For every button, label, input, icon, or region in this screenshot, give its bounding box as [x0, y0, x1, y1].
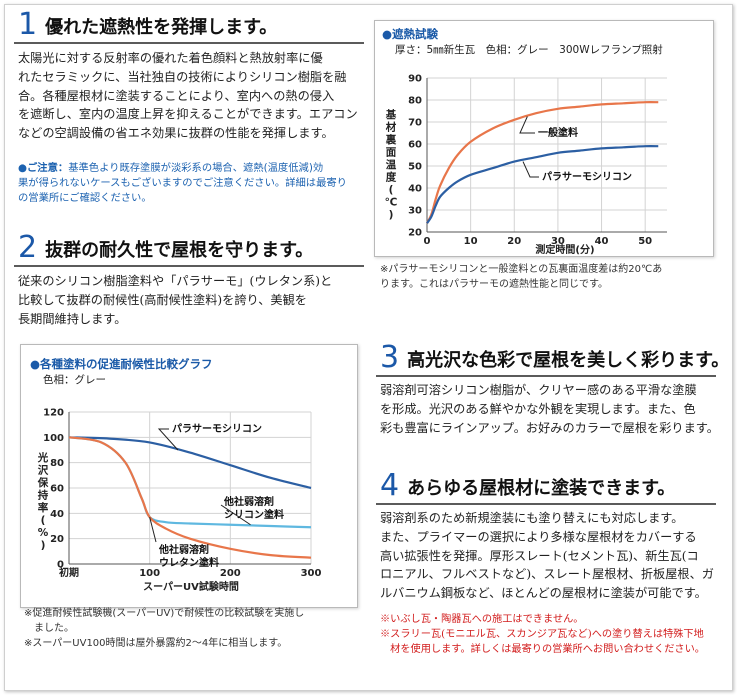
section-divider — [14, 42, 364, 44]
heat-chart-title: ●遮熱試験 — [382, 27, 439, 41]
caution-text: 基準色より既存塗膜が淡彩系の場合、遮熱(温度低減)効 果が得られないケースもござ… — [18, 162, 347, 204]
section-2-body: 従来のシリコン樹脂塗料や「パラサーモ」(ウレタン系)と 比較して抜群の耐候性(高… — [18, 274, 333, 326]
section-number: 4 — [380, 468, 400, 503]
x-tick-label: 200 — [220, 568, 241, 579]
x-tick-label: 30 — [551, 236, 565, 247]
series-label: 他社弱溶剤ウレタン塗料 — [158, 543, 219, 569]
section-divider — [376, 375, 716, 377]
weather-chart-title: ●各種塗料の促進耐候性比較グラフ — [30, 357, 213, 371]
series-label: 一般塗料 — [538, 126, 578, 139]
x-tick-label: 100 — [139, 568, 160, 579]
y-tick-label: 70 — [408, 118, 422, 129]
y-axis-label: 基材裏面温度(℃) — [385, 108, 398, 221]
section-2-heading: 2 抜群の耐久性で屋根を守ります。 — [18, 233, 313, 263]
y-tick-label: 90 — [408, 74, 422, 85]
weathering-chart: 0 20 40 60 80 100 120 初期 100 200 300 スーパーUV試験時間 光沢保持… — [37, 408, 322, 594]
series-label: パラサーモシリコン — [172, 423, 262, 435]
section-divider — [14, 265, 364, 267]
caution-label: ●ご注意： — [18, 162, 69, 174]
series-label: 他社弱溶剤シリコン塗料 — [223, 495, 284, 521]
weathering-chart-box: ●各種塗料の促進耐候性比較グラフ 色相：グレー 0 20 40 60 80 100 120 初… — [20, 344, 358, 608]
x-axis-label: 測定時間(分) — [535, 243, 594, 256]
y-tick-label: 30 — [408, 206, 422, 217]
section-number: 1 — [18, 7, 38, 42]
x-tick-label: 0 — [424, 236, 431, 247]
y-tick-label: 20 — [408, 228, 422, 239]
section-4-body: 弱溶剤系のため新規塗装にも塗り替えにも対応します。 また、プライマーの選択により… — [380, 511, 714, 601]
x-tick-label: 初期 — [59, 566, 79, 579]
y-tick-label: 20 — [50, 534, 64, 545]
heat-test-chart-box: ●遮熱試験 厚さ：5㎜新生瓦 色相：グレー 300Wレフランプ照射 20 30 40… — [374, 20, 714, 257]
x-tick-label: 50 — [638, 236, 652, 247]
caution-note: ●ご注意：基準色より既存塗膜が淡彩系の場合、遮熱(温度低減)効 果が得られないケ… — [18, 161, 366, 206]
series-leader-line — [522, 161, 539, 178]
series-leader-line — [220, 504, 251, 526]
y-tick-label: 60 — [408, 140, 422, 151]
y-tick-label: 80 — [408, 96, 422, 107]
y-tick-label: 120 — [43, 408, 64, 419]
y-tick-label: 40 — [50, 509, 64, 520]
y-tick-label: 80 — [50, 458, 64, 469]
y-tick-label: 40 — [408, 184, 422, 195]
section-title: あらゆる屋根材に塗装できます。 — [407, 478, 676, 499]
section-4-heading: 4 あらゆる屋根材に塗装できます。 — [380, 471, 675, 501]
y-axis-label: 光沢保持率(%) — [37, 451, 49, 552]
series-line — [426, 145, 659, 224]
x-tick-label: 40 — [595, 236, 609, 247]
series-leader-line — [149, 517, 157, 543]
y-tick-label: 100 — [43, 433, 64, 444]
x-tick-label: 300 — [301, 568, 322, 579]
series-leader-line — [157, 428, 179, 451]
section-number: 3 — [380, 340, 400, 375]
x-tick-label: 20 — [507, 236, 521, 247]
section-divider — [376, 503, 716, 505]
section-title: 高光沢な色彩で屋根を美しく彩ります。 — [407, 350, 730, 371]
y-tick-label: 0 — [57, 560, 64, 571]
heat-chart-footnote: ※パラサーモシリコンと一般塗料との瓦裏面温度差は約20℃あ ります。これはパラサ… — [380, 264, 663, 290]
series-label: パラサーモシリコン — [542, 171, 632, 183]
section-1-heading: 1 優れた遮熱性を発揮します。 — [18, 10, 277, 40]
x-tick-label: 10 — [464, 236, 478, 247]
series-leader-line — [519, 116, 535, 134]
section-number: 2 — [18, 230, 38, 265]
section-1-body: 太陽光に対する反射率の優れた着色顔料と熱放射率に優 れたセラミックに、当社独自の… — [18, 51, 358, 141]
caution-red-notes: ※いぶし瓦・陶器瓦への施工はできません。 ※スラリー瓦(モニエル瓦、スカンジア瓦… — [380, 614, 705, 655]
heat-chart-subtitle: 厚さ：5㎜新生瓦 色相：グレー 300Wレフランプ照射 — [395, 44, 663, 56]
series-line — [68, 436, 312, 559]
x-axis-label: スーパーUV試験時間 — [143, 580, 239, 593]
section-3-body: 弱溶剤可溶シリコン樹脂が、クリヤー感のある平滑な塗膜 を形成。光沢のある鮮やかな… — [380, 383, 719, 435]
section-3-heading: 3 高光沢な色彩で屋根を美しく彩ります。 — [380, 343, 729, 373]
section-title: 抜群の耐久性で屋根を守ります。 — [45, 240, 314, 261]
y-tick-label: 50 — [408, 162, 422, 173]
section-title: 優れた遮熱性を発揮します。 — [45, 17, 278, 38]
weather-chart-subtitle: 色相：グレー — [43, 374, 106, 386]
series-line — [426, 101, 659, 224]
weather-chart-footnote: ※促進耐候性試験機(スーパーUV)で耐候性の比較試験を実施し ました。 ※スーパ… — [24, 608, 305, 649]
y-tick-label: 60 — [50, 484, 64, 495]
series-line — [68, 436, 312, 490]
heat-test-chart: 20 30 40 50 60 70 80 90 0 10 20 30 40 50 測定時間(分) 基材裏面温度… — [385, 74, 667, 256]
